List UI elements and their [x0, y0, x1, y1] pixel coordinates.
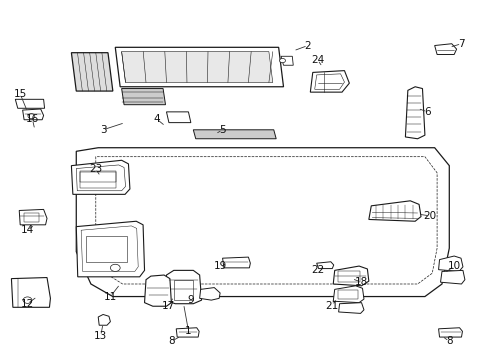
Polygon shape: [310, 71, 348, 92]
Text: 11: 11: [103, 292, 117, 302]
Text: 13: 13: [94, 331, 107, 341]
Text: 1: 1: [185, 325, 191, 336]
Text: 14: 14: [21, 225, 34, 235]
Polygon shape: [164, 270, 201, 304]
Text: 19: 19: [213, 261, 226, 271]
Polygon shape: [338, 303, 363, 314]
Polygon shape: [405, 87, 424, 139]
Text: 8: 8: [168, 336, 174, 346]
Polygon shape: [316, 262, 333, 269]
Polygon shape: [71, 53, 113, 91]
Polygon shape: [434, 44, 456, 54]
Polygon shape: [98, 315, 110, 325]
Bar: [80, 171, 116, 188]
Polygon shape: [332, 266, 368, 286]
Polygon shape: [166, 112, 190, 123]
Circle shape: [279, 58, 285, 63]
Polygon shape: [22, 109, 43, 120]
Text: 4: 4: [153, 114, 160, 124]
Polygon shape: [332, 286, 363, 303]
Text: 10: 10: [447, 261, 460, 271]
Text: 5: 5: [219, 125, 225, 135]
Polygon shape: [193, 130, 276, 139]
Polygon shape: [122, 51, 272, 82]
Polygon shape: [222, 257, 250, 268]
Bar: [80, 172, 116, 182]
Polygon shape: [19, 210, 47, 225]
Text: 9: 9: [187, 295, 194, 305]
Polygon shape: [76, 148, 448, 297]
Polygon shape: [440, 270, 464, 284]
Text: 24: 24: [310, 55, 324, 65]
Polygon shape: [11, 278, 50, 307]
Polygon shape: [15, 99, 44, 108]
Polygon shape: [281, 56, 293, 65]
Text: 6: 6: [423, 107, 430, 117]
Bar: [86, 235, 127, 262]
Bar: [173, 280, 193, 300]
Text: 17: 17: [162, 301, 175, 311]
Text: 23: 23: [89, 164, 102, 174]
Text: 2: 2: [304, 41, 310, 50]
Polygon shape: [438, 328, 462, 337]
Polygon shape: [122, 89, 165, 105]
Text: 8: 8: [445, 336, 452, 346]
Polygon shape: [368, 201, 420, 221]
Circle shape: [23, 297, 32, 303]
Text: 20: 20: [423, 211, 435, 221]
Polygon shape: [438, 256, 462, 271]
Text: 3: 3: [100, 125, 106, 135]
Circle shape: [110, 264, 120, 271]
Polygon shape: [115, 47, 283, 87]
Bar: [337, 271, 359, 282]
Bar: [24, 213, 39, 222]
Polygon shape: [144, 275, 171, 306]
Text: 18: 18: [354, 277, 367, 287]
Polygon shape: [176, 328, 199, 337]
Polygon shape: [199, 288, 220, 300]
Bar: [337, 291, 357, 300]
Text: 12: 12: [21, 299, 34, 309]
Text: 21: 21: [325, 301, 338, 311]
Polygon shape: [76, 221, 144, 277]
Polygon shape: [71, 160, 130, 194]
Text: 15: 15: [14, 89, 27, 99]
Circle shape: [28, 114, 35, 119]
Text: 16: 16: [26, 114, 39, 124]
Text: 22: 22: [310, 265, 324, 275]
Text: 7: 7: [457, 39, 464, 49]
